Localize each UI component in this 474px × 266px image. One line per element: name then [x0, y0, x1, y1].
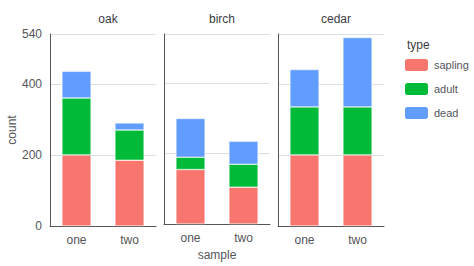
svg-text:one: one [294, 233, 314, 247]
svg-text:200: 200 [22, 148, 42, 162]
svg-text:adult: adult [434, 83, 458, 95]
svg-text:count: count [5, 115, 19, 145]
svg-text:sapling: sapling [434, 59, 469, 71]
svg-text:0: 0 [35, 219, 42, 233]
svg-text:one: one [66, 233, 86, 247]
svg-text:two: two [120, 233, 139, 247]
svg-text:540: 540 [22, 27, 42, 41]
svg-text:oak: oak [98, 12, 118, 26]
svg-text:two: two [348, 233, 367, 247]
svg-text:one: one [180, 231, 200, 245]
svg-text:sample: sample [198, 248, 237, 262]
svg-text:cedar: cedar [321, 12, 351, 26]
svg-text:birch: birch [209, 12, 235, 26]
svg-text:two: two [234, 231, 253, 245]
svg-text:dead: dead [434, 107, 458, 119]
svg-text:type: type [407, 38, 430, 52]
svg-text:400: 400 [22, 77, 42, 91]
